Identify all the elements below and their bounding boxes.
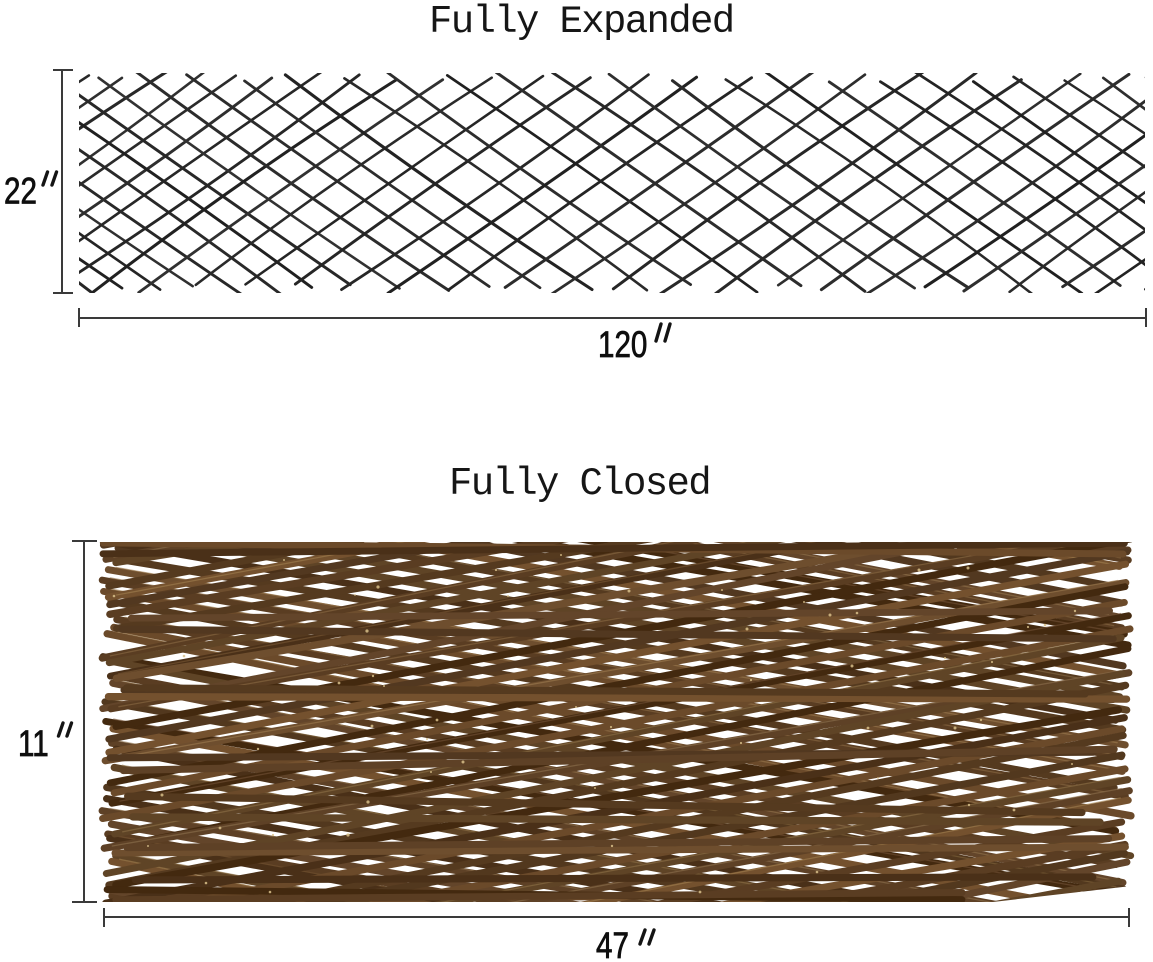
svg-text:120: 120	[598, 325, 647, 366]
svg-text:22: 22	[4, 171, 37, 212]
svg-text:11: 11	[18, 724, 49, 765]
svg-text:47: 47	[596, 926, 629, 962]
svg-text:Fully Closed: Fully Closed	[449, 462, 710, 506]
svg-text:Fully Expanded: Fully Expanded	[429, 0, 734, 44]
